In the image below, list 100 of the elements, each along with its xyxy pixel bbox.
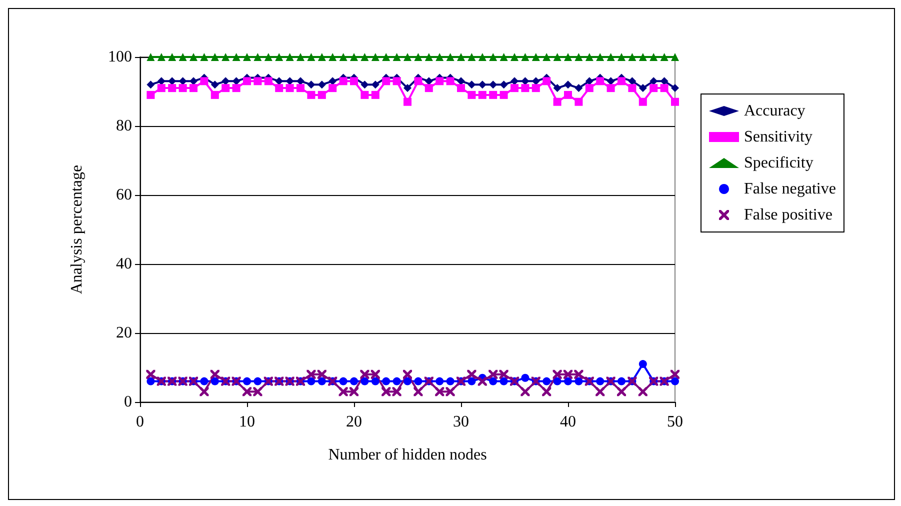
point (403, 370, 412, 379)
point (328, 84, 337, 92)
point (521, 53, 530, 61)
point (296, 53, 304, 61)
point (382, 53, 390, 61)
point (574, 370, 584, 379)
point (457, 53, 465, 61)
point (360, 377, 369, 386)
point (532, 84, 540, 92)
point (339, 377, 348, 386)
point (232, 77, 240, 86)
point (618, 77, 626, 86)
point (318, 90, 326, 99)
point (564, 90, 572, 99)
point (478, 53, 486, 61)
point (222, 77, 230, 86)
point (628, 84, 636, 92)
point (296, 84, 304, 92)
point (146, 53, 155, 61)
point (552, 370, 562, 379)
point (446, 77, 454, 86)
point (264, 53, 272, 61)
point (307, 377, 316, 386)
point (596, 77, 604, 86)
point (521, 77, 530, 86)
point (671, 98, 679, 106)
legend-label: Sensitivity (744, 128, 812, 146)
point (650, 53, 658, 61)
point (328, 77, 337, 86)
point (424, 84, 433, 92)
point (435, 387, 444, 396)
point (500, 53, 508, 61)
point (254, 53, 262, 61)
point (574, 84, 583, 92)
point (457, 84, 465, 92)
point (564, 377, 572, 386)
point (510, 77, 518, 86)
point (468, 377, 476, 386)
point (286, 77, 294, 86)
point (628, 77, 636, 86)
point (350, 387, 358, 396)
legend-label: False negative (744, 180, 836, 198)
point (606, 77, 615, 86)
point (650, 77, 658, 86)
point (457, 77, 465, 86)
point (371, 53, 380, 61)
point (414, 77, 422, 86)
x-tick-label: 20 (346, 414, 362, 430)
point (360, 53, 369, 61)
point (392, 77, 401, 86)
point (392, 387, 402, 396)
point (392, 377, 401, 386)
point (222, 53, 230, 61)
point (392, 53, 401, 61)
point (275, 53, 284, 61)
point (350, 53, 358, 61)
point (446, 53, 454, 61)
point (553, 53, 562, 61)
point (553, 84, 562, 92)
point (178, 84, 187, 92)
point (521, 374, 530, 382)
point (264, 77, 272, 86)
point (146, 90, 155, 99)
point (489, 90, 498, 99)
point (414, 377, 422, 386)
point (628, 53, 636, 61)
point (404, 377, 412, 386)
point (542, 377, 551, 386)
point (286, 53, 294, 61)
point (350, 77, 358, 86)
point (168, 84, 176, 92)
point (574, 98, 583, 106)
point (542, 77, 551, 86)
legend-label: Accuracy (744, 102, 806, 120)
point (468, 80, 476, 89)
point (638, 387, 648, 396)
point (275, 84, 284, 92)
point (200, 387, 209, 396)
x-tick-label: 0 (136, 414, 144, 430)
point (242, 387, 252, 396)
point (339, 53, 348, 61)
x-tick-label: 30 (453, 414, 469, 430)
point (564, 370, 572, 379)
point (553, 377, 562, 386)
point (574, 53, 583, 61)
point (638, 98, 647, 106)
point (424, 77, 433, 86)
point (178, 77, 187, 86)
y-tick-label: 80 (116, 118, 132, 134)
point (671, 53, 679, 61)
point (553, 98, 562, 106)
point (510, 53, 518, 61)
point (660, 53, 668, 61)
point (253, 387, 262, 396)
point (254, 377, 262, 386)
point (436, 77, 444, 86)
point (382, 387, 391, 396)
y-tick-label: 20 (116, 324, 132, 342)
point (606, 53, 615, 61)
point (638, 360, 647, 368)
